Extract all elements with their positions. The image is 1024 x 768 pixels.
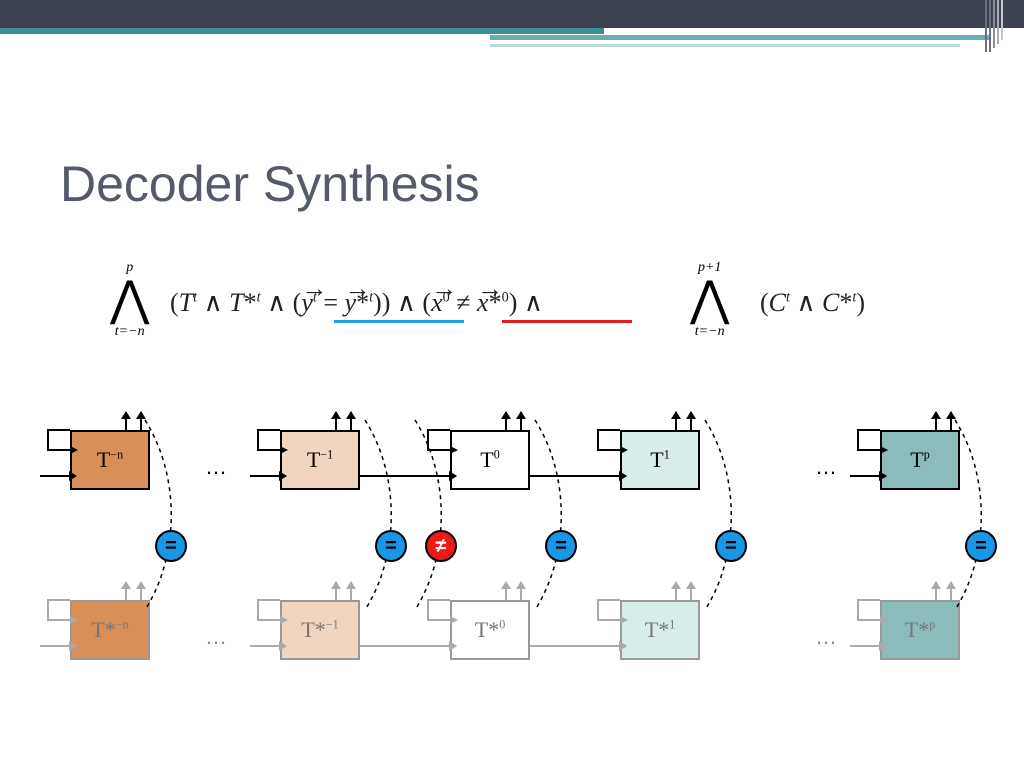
equality-node: = bbox=[545, 530, 577, 562]
header-accent bbox=[993, 0, 995, 48]
output-arrow-up1-head bbox=[671, 581, 681, 589]
connect-arrow-head bbox=[619, 471, 627, 481]
equality-node: = bbox=[715, 530, 747, 562]
ellipsis: … bbox=[205, 454, 231, 480]
box-label: T0 bbox=[480, 447, 500, 473]
page-title: Decoder Synthesis bbox=[60, 155, 480, 213]
loopback-arrow bbox=[850, 408, 890, 453]
box-label: T*−1 bbox=[301, 617, 338, 643]
underline-blue bbox=[334, 320, 464, 323]
input-arrow bbox=[40, 475, 70, 477]
dashed-connector bbox=[125, 415, 195, 615]
input-arrow bbox=[40, 645, 70, 647]
header-accent bbox=[0, 28, 604, 34]
big-and-operator: p⋀t=−n bbox=[110, 260, 149, 340]
ellipsis: … bbox=[815, 454, 841, 480]
connect-arrow-head bbox=[619, 641, 627, 651]
loopback-arrow bbox=[250, 578, 290, 623]
input-arrow-head bbox=[279, 641, 287, 651]
output-arrow-up1-head bbox=[501, 411, 511, 419]
loopback-arrow bbox=[40, 578, 80, 623]
box-label: T−1 bbox=[307, 447, 333, 473]
box-label: T*−n bbox=[91, 617, 128, 643]
formula-body-2: (Ct ∧ C*t) bbox=[760, 288, 865, 318]
formula-body-1: (Tt ∧ T*t ∧ (y→t = y→*t)) ∧ (x→0 ≠ x→*0)… bbox=[170, 288, 543, 318]
box-label: Tp bbox=[910, 447, 930, 473]
ellipsis: … bbox=[205, 624, 231, 650]
loopback-arrow bbox=[40, 408, 80, 453]
connect-arrow-head bbox=[449, 641, 457, 651]
loopback-arrow bbox=[590, 578, 630, 623]
box-label: T−n bbox=[97, 447, 123, 473]
input-arrow-head bbox=[879, 471, 887, 481]
input-arrow bbox=[250, 645, 280, 647]
header-accent bbox=[989, 0, 991, 52]
loopback-arrow bbox=[590, 408, 630, 453]
dashed-connector bbox=[515, 415, 585, 615]
output-arrow-up1-head bbox=[331, 411, 341, 419]
equality-node: = bbox=[965, 530, 997, 562]
box-label: T*p bbox=[905, 617, 936, 643]
input-arrow bbox=[850, 475, 880, 477]
header-accent bbox=[997, 0, 999, 44]
header-accent bbox=[490, 44, 960, 47]
header-accent bbox=[490, 35, 990, 40]
header-accent bbox=[1001, 0, 1003, 40]
dashed-connector bbox=[395, 415, 465, 615]
equality-node: = bbox=[155, 530, 187, 562]
header-accent bbox=[985, 0, 987, 52]
box-label: T*1 bbox=[645, 617, 676, 643]
loopback-arrow bbox=[250, 408, 290, 453]
big-and-operator: p+1⋀t=−n bbox=[690, 260, 729, 340]
output-arrow-up1-head bbox=[331, 581, 341, 589]
input-arrow-head bbox=[69, 641, 77, 651]
input-arrow-head bbox=[69, 471, 77, 481]
diagram: T−n T−1 T0 T1 Tp T*−n T*−1 T*0 T*1 bbox=[0, 410, 1024, 710]
header-bar bbox=[0, 0, 1024, 28]
output-arrow-up1-head bbox=[501, 581, 511, 589]
connect-arrow bbox=[360, 645, 450, 647]
box-label: T1 bbox=[650, 447, 670, 473]
ellipsis: … bbox=[815, 624, 841, 650]
box-label: T*0 bbox=[475, 617, 506, 643]
dashed-connector bbox=[935, 415, 1005, 615]
inequality-node: ≠ bbox=[425, 530, 457, 562]
input-arrow-head bbox=[279, 471, 287, 481]
dashed-connector bbox=[685, 415, 755, 615]
input-arrow bbox=[250, 475, 280, 477]
connect-arrow bbox=[530, 645, 620, 647]
underline-red bbox=[502, 320, 632, 323]
input-arrow bbox=[850, 645, 880, 647]
output-arrow-up1-head bbox=[671, 411, 681, 419]
input-arrow-head bbox=[879, 641, 887, 651]
loopback-arrow bbox=[850, 578, 890, 623]
